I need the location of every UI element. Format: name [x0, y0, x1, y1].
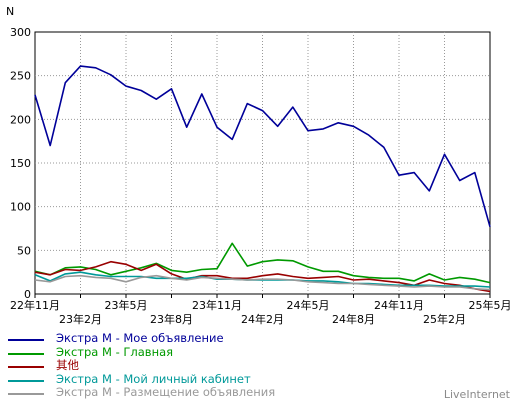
x-tick-label: 23年2月 — [59, 312, 102, 326]
legend-item: Экстра М - Размещение объявления — [8, 385, 408, 400]
x-tick-label: 23年5月 — [105, 298, 148, 312]
x-tick-label: 24年8月 — [332, 312, 375, 326]
legend-swatch — [8, 393, 44, 395]
legend-swatch — [8, 366, 44, 368]
legend-label: 其他 — [56, 358, 79, 372]
x-tick-label: 23年8月 — [150, 312, 193, 326]
legend-label: Экстра М - Размещение объявления — [56, 385, 276, 399]
x-tick-label: 24年11月 — [374, 298, 424, 312]
y-tick-label: 100 — [10, 201, 31, 214]
legend-swatch — [8, 352, 44, 355]
legend: Экстра М - Мое объявление Экстра М - Гла… — [8, 331, 408, 400]
legend-swatch — [8, 339, 44, 341]
legend-swatch — [8, 379, 44, 382]
y-tick-label: 50 — [17, 244, 31, 257]
brand-label: LiveInternet — [443, 388, 510, 401]
series-line — [34, 65, 491, 228]
y-tick-label: 250 — [10, 70, 31, 83]
x-tick-label: 25年2月 — [423, 312, 466, 326]
y-tick-label: 150 — [10, 157, 31, 170]
y-axis-label: N — [6, 5, 14, 18]
legend-item: Экстра М - Мой личный кабинет — [8, 371, 408, 387]
legend-label: Экстра М - Мое объявление — [56, 331, 224, 345]
y-tick-label: 200 — [10, 113, 31, 126]
series-line — [34, 274, 491, 291]
x-tick-label: 24年2月 — [241, 312, 284, 326]
legend-item: Экстра М - Мое объявление — [8, 331, 408, 346]
y-tick-label: 0 — [24, 288, 31, 301]
series-lines — [34, 65, 491, 293]
y-tick-labels: 0 50 100 150 200 250 300 — [10, 26, 31, 301]
x-tick-label: 24年5月 — [287, 298, 330, 312]
x-tick-labels: 22年11月23年2月23年5月23年8月23年11月24年2月24年5月24年… — [10, 298, 512, 326]
x-tick-label: 23年11月 — [192, 298, 242, 312]
legend-label: Экстра М - Мой личный кабинет — [56, 371, 251, 386]
series-line — [34, 242, 491, 284]
legend-label: Экстра М - Главная — [56, 344, 174, 359]
x-tick-label: 25年5月 — [469, 298, 512, 312]
legend-item: Экстра М - Главная — [8, 344, 408, 360]
x-tick-label: 22年11月 — [10, 298, 60, 312]
y-tick-label: 300 — [10, 26, 31, 39]
legend-item: 其他 — [8, 358, 408, 373]
